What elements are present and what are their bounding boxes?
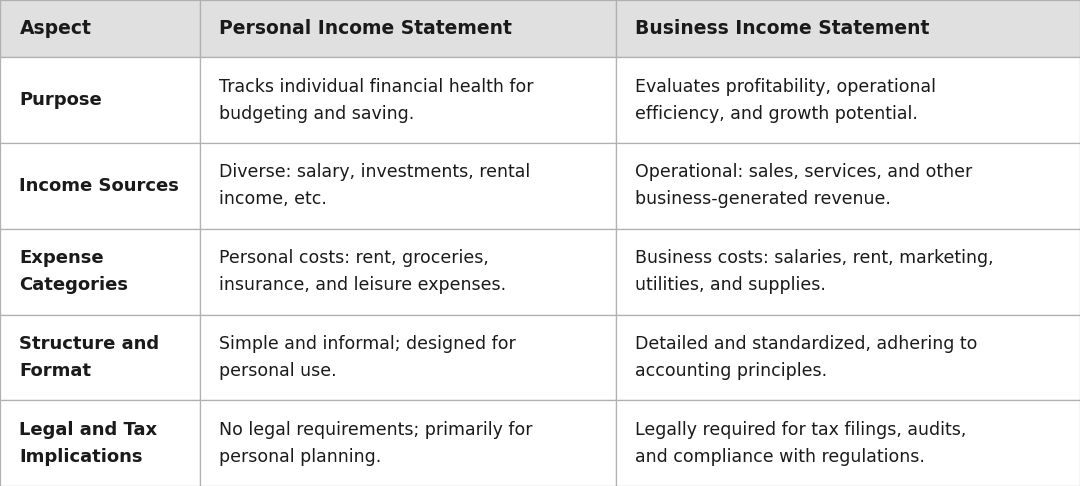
Bar [200, 229, 616, 314]
Bar [0, 400, 200, 486]
Bar [0, 314, 200, 400]
Bar [616, 0, 1080, 57]
Text: Aspect: Aspect [19, 19, 92, 38]
Bar [616, 400, 1080, 486]
Text: Legally required for tax filings, audits,
and compliance with regulations.: Legally required for tax filings, audits… [635, 420, 967, 466]
Bar [0, 143, 200, 229]
Text: Business costs: salaries, rent, marketing,
utilities, and supplies.: Business costs: salaries, rent, marketin… [635, 249, 994, 294]
Bar [0, 229, 200, 314]
Bar [616, 57, 1080, 143]
Bar [200, 314, 616, 400]
Text: No legal requirements; primarily for
personal planning.: No legal requirements; primarily for per… [219, 420, 532, 466]
Text: Simple and informal; designed for
personal use.: Simple and informal; designed for person… [219, 335, 516, 380]
Text: Expense
Categories: Expense Categories [19, 249, 129, 294]
Text: Personal costs: rent, groceries,
insurance, and leisure expenses.: Personal costs: rent, groceries, insuran… [219, 249, 507, 294]
Bar [200, 0, 616, 57]
Bar [200, 57, 616, 143]
Text: Tracks individual financial health for
budgeting and saving.: Tracks individual financial health for b… [219, 78, 534, 123]
Bar [616, 314, 1080, 400]
Bar [200, 143, 616, 229]
Text: Legal and Tax
Implications: Legal and Tax Implications [19, 420, 158, 466]
Text: Detailed and standardized, adhering to
accounting principles.: Detailed and standardized, adhering to a… [635, 335, 977, 380]
Text: Diverse: salary, investments, rental
income, etc.: Diverse: salary, investments, rental inc… [219, 163, 530, 208]
Text: Purpose: Purpose [19, 91, 103, 109]
Text: Business Income Statement: Business Income Statement [635, 19, 930, 38]
Bar [616, 143, 1080, 229]
Text: Income Sources: Income Sources [19, 177, 179, 195]
Bar [0, 0, 200, 57]
Bar [0, 57, 200, 143]
Text: Personal Income Statement: Personal Income Statement [219, 19, 512, 38]
Text: Evaluates profitability, operational
efficiency, and growth potential.: Evaluates profitability, operational eff… [635, 78, 936, 123]
Text: Operational: sales, services, and other
business-generated revenue.: Operational: sales, services, and other … [635, 163, 972, 208]
Bar [200, 400, 616, 486]
Bar [616, 229, 1080, 314]
Text: Structure and
Format: Structure and Format [19, 335, 160, 380]
